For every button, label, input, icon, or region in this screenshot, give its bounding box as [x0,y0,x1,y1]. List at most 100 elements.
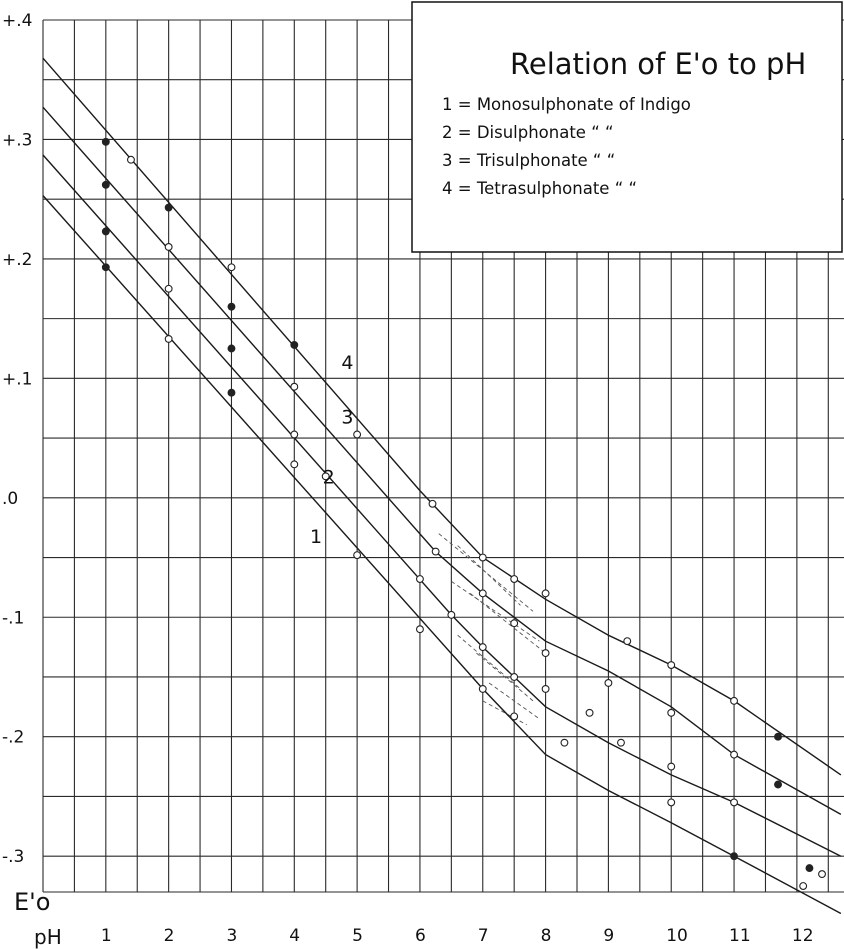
data-point-series-2 [805,864,814,873]
data-point-series-3 [510,619,519,628]
data-point-series-3 [818,870,826,879]
data-point-series-4 [774,780,782,789]
data-point-series-1 [101,263,110,272]
chart-title: Relation of E'o to pH [510,47,806,81]
data-point-series-3 [541,649,550,658]
data-point-series-2 [447,610,456,619]
dashed-construction-line [469,593,546,654]
data-point-series-3 [604,679,613,687]
legend-entry-3: 3 = Trisulphonate “ “ [442,151,615,170]
data-point-series-3 [774,732,782,741]
curve-labels: 4 3 2 1 [310,352,354,548]
data-point-series-1 [290,460,299,469]
y-tick-label: -.1 [2,608,24,628]
data-point-series-4 [510,575,519,583]
legend-box [411,1,843,253]
data-point-series-1 [478,684,487,693]
data-point-series-2 [510,673,519,681]
dashed-construction-line [438,533,534,612]
data-point-series-2 [667,762,676,771]
data-point-series-4 [428,499,437,508]
legend: Relation of E'o to pH 1 = Monosulphonate… [411,1,843,253]
y-tick-label: -.2 [2,728,24,748]
data-point-series-3 [227,302,236,311]
data-points [101,137,826,890]
data-point-series-1 [799,882,808,890]
data-point-series-3 [478,589,487,598]
x-tick-label: 1 [101,926,112,946]
dashed-construction-line [476,652,534,702]
data-point-series-2 [415,575,424,583]
data-point-series-1 [510,712,519,721]
data-point-series-1 [353,551,362,560]
x-tick-label: 6 [415,926,426,946]
y-tick-label: +.1 [2,369,32,389]
data-point-series-2 [101,227,110,236]
x-tick-label: 9 [603,926,614,946]
data-point-series-4 [127,155,135,164]
x-tick-label: 7 [478,926,489,946]
dashed-construction-line [457,545,521,606]
data-point-series-1 [667,798,676,807]
legend-entry-4: 4 = Tetrasulphonate “ “ [442,179,637,198]
data-point-series-4 [227,263,236,272]
axis-ticks: 1 2 3 4 5 6 7 8 9 10 11 12+.4+.3+.2+.1.0-.1-.2-.3 [2,11,814,946]
data-point-series-4 [290,340,299,349]
y-tick-label: +.3 [2,130,32,150]
data-point-series-1 [164,334,173,343]
data-point-series-4 [101,137,110,146]
curve-label-2: 2 [323,466,335,488]
grid [42,19,844,893]
data-point-series-4 [623,637,632,646]
y-tick-label: .0 [2,489,18,509]
data-point-series-4 [478,553,487,562]
x-tick-label: 5 [352,926,363,946]
x-axis-label: pH [34,925,62,949]
legend-entries: 1 = Monosulphonate of Indigo 2 = Disulpho… [442,95,691,198]
data-point-series-1 [617,738,625,747]
data-point-series-3 [431,547,440,556]
x-tick-label: 4 [289,926,300,946]
curve-label-3: 3 [341,407,353,429]
data-point-series-2 [227,344,236,353]
data-point-series-2 [321,472,330,481]
dashed-construction-line [451,581,540,642]
data-point-series-2 [478,643,487,652]
data-point-series-1 [227,388,236,397]
x-tick-label: 3 [226,926,237,946]
y-tick-label: -.3 [2,847,24,867]
curve-label-1: 1 [310,526,322,548]
y-tick-label: +.4 [2,11,32,31]
x-tick-label: 10 [666,926,688,946]
data-point-series-4 [541,589,550,598]
data-point-series-3 [164,243,173,251]
data-point-series-4 [667,661,676,669]
x-tick-label: 11 [729,926,751,946]
data-point-series-2 [541,684,550,693]
data-point-series-3 [667,708,676,717]
x-tick-label: 12 [792,926,814,946]
y-tick-label: +.2 [2,250,32,270]
data-point-series-3 [101,180,110,189]
data-point-series-3 [290,382,299,391]
dashed-construction-line [482,700,527,726]
data-point-series-1 [415,625,424,634]
x-tick-label: 2 [164,926,175,946]
curve-label-4: 4 [341,352,353,374]
legend-entry-1: 1 = Monosulphonate of Indigo [442,95,691,114]
series-line-2 [42,154,842,857]
data-point-series-2 [585,708,594,717]
data-point-series-4 [164,203,173,212]
data-point-series-2 [730,798,739,807]
data-point-series-1 [560,738,569,747]
dashed-construction-line [488,682,540,720]
series-line-3 [42,106,842,816]
data-point-series-1 [730,852,739,861]
data-point-series-4 [353,430,362,439]
data-point-series-2 [164,284,173,293]
y-axis-label: E'o [14,888,50,916]
legend-entry-2: 2 = Disulphonate “ “ [442,123,614,142]
data-point-series-2 [290,430,299,439]
dashed-construction-lines [438,533,546,726]
